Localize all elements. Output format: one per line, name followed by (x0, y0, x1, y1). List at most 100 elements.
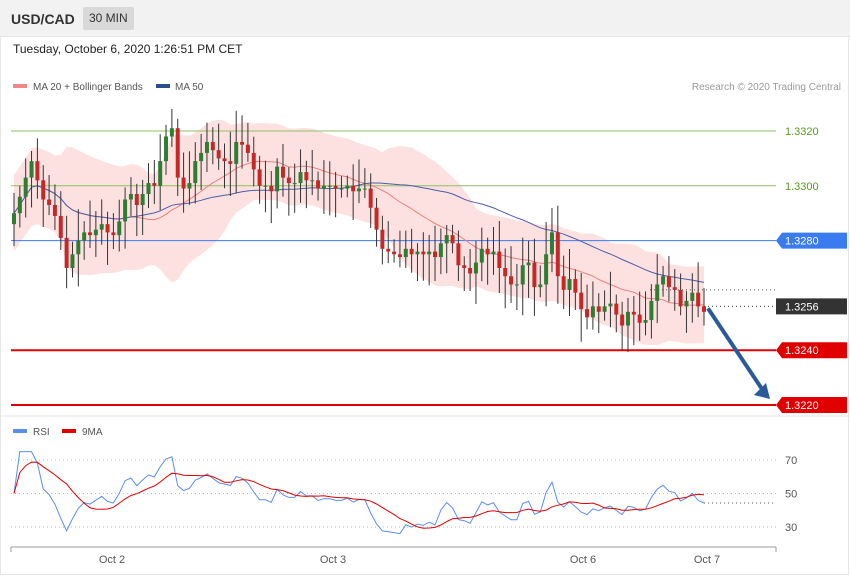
candle-body (590, 306, 595, 318)
candle-body (450, 235, 455, 244)
candle-body (134, 194, 139, 205)
candle-body (105, 224, 110, 233)
candle-body (386, 248, 391, 252)
candle-body (140, 194, 145, 205)
candle-body (625, 311, 630, 326)
candle-body (456, 243, 461, 266)
candle-body (649, 300, 654, 321)
candle-body (146, 183, 151, 195)
candle-body (245, 144, 250, 153)
candle-body (327, 185, 332, 187)
candle-body (23, 177, 28, 197)
candle-body (368, 188, 373, 208)
candle-body (514, 284, 519, 286)
legend-rsi-ma-label: 9MA (82, 427, 103, 438)
candle-body (99, 224, 104, 230)
candle-body (169, 128, 174, 137)
price-tag-1.3220 (776, 397, 847, 413)
candle-body (351, 185, 356, 192)
candle-body (158, 161, 163, 186)
candle-body (479, 248, 484, 263)
candle-body (421, 251, 426, 255)
candle-body (35, 161, 40, 181)
candle-body (175, 128, 180, 178)
candle-body (485, 248, 490, 255)
candle-body (187, 183, 192, 189)
candle-body (397, 254, 402, 258)
x-tick-label: Oct 2 (99, 554, 125, 566)
candle-body (41, 180, 46, 200)
candle-body (561, 276, 566, 290)
candle-body (491, 251, 496, 255)
rsi-level-label-30: 30 (785, 522, 797, 534)
legend-ma20-label: MA 20 + Bollinger Bands (33, 82, 143, 93)
rsi-level-label-50: 50 (785, 489, 797, 501)
candle-body (468, 268, 473, 274)
candle-body (204, 141, 209, 153)
candle-body (696, 292, 701, 307)
candle-body (672, 287, 677, 290)
legend-ma50-label: MA 50 (175, 82, 204, 93)
candle-body (292, 183, 297, 185)
price-label-1.3220: 1.3220 (785, 400, 819, 412)
candle-body (263, 185, 268, 187)
candle-body (251, 152, 256, 170)
projection-arrow-head (754, 383, 770, 399)
candle-body (631, 311, 636, 315)
candle-body (702, 306, 706, 312)
candle-body (666, 276, 671, 288)
candle-body (286, 177, 291, 184)
candle-body (321, 185, 326, 189)
candle-body (549, 232, 554, 255)
candle-body (82, 232, 87, 241)
candle-body (47, 199, 52, 205)
candle-body (76, 240, 81, 255)
candle-body (620, 314, 625, 326)
legend-ma50-swatch (156, 84, 170, 88)
candle-body (520, 265, 525, 285)
candle-body (544, 254, 549, 285)
candle-body (433, 251, 438, 258)
timeframe-button[interactable]: 30 MIN (83, 7, 134, 30)
candle-body (216, 150, 221, 159)
chart-datetime: Tuesday, October 6, 2020 1:26:51 PM CET (13, 42, 243, 56)
rsi-line (13, 451, 705, 535)
candle-body (585, 309, 590, 318)
candle-body (199, 152, 204, 162)
candle-body (415, 251, 420, 255)
candle-body (257, 169, 262, 186)
candle-body (12, 213, 16, 225)
candle-body (438, 243, 443, 258)
legend-ma20-swatch (13, 84, 27, 88)
candle-body (614, 303, 619, 315)
chart-header-bar: USD/CAD 30 MIN (0, 0, 850, 37)
candle-body (427, 251, 432, 255)
candle-body (164, 136, 169, 162)
candle-body (304, 172, 309, 181)
candle-body (310, 180, 315, 182)
candle-body (88, 232, 93, 236)
price-label-1.3320: 1.3320 (785, 126, 819, 138)
candle-body (117, 221, 122, 236)
candle-body (555, 232, 560, 277)
candle-body (532, 262, 537, 288)
x-tick-label: Oct 3 (320, 554, 346, 566)
candle-body (637, 314, 642, 323)
legend-rsi-ma-swatch (62, 429, 76, 433)
candle-body (655, 284, 660, 301)
candle-body (240, 141, 245, 145)
candle-body (573, 278, 578, 293)
candle-body (193, 161, 198, 184)
candle-body (409, 248, 414, 255)
legend-rsi-swatch (13, 429, 27, 433)
candle-body (152, 183, 157, 186)
candle-body (608, 303, 613, 307)
candle-body (128, 194, 133, 200)
candle-body (29, 161, 34, 178)
candle-body (596, 306, 601, 312)
candle-body (690, 292, 695, 301)
candle-body (380, 229, 385, 249)
symbol-label: USD/CAD (11, 11, 75, 27)
candle-body (275, 166, 280, 192)
price-label-1.3256: 1.3256 (785, 301, 819, 313)
